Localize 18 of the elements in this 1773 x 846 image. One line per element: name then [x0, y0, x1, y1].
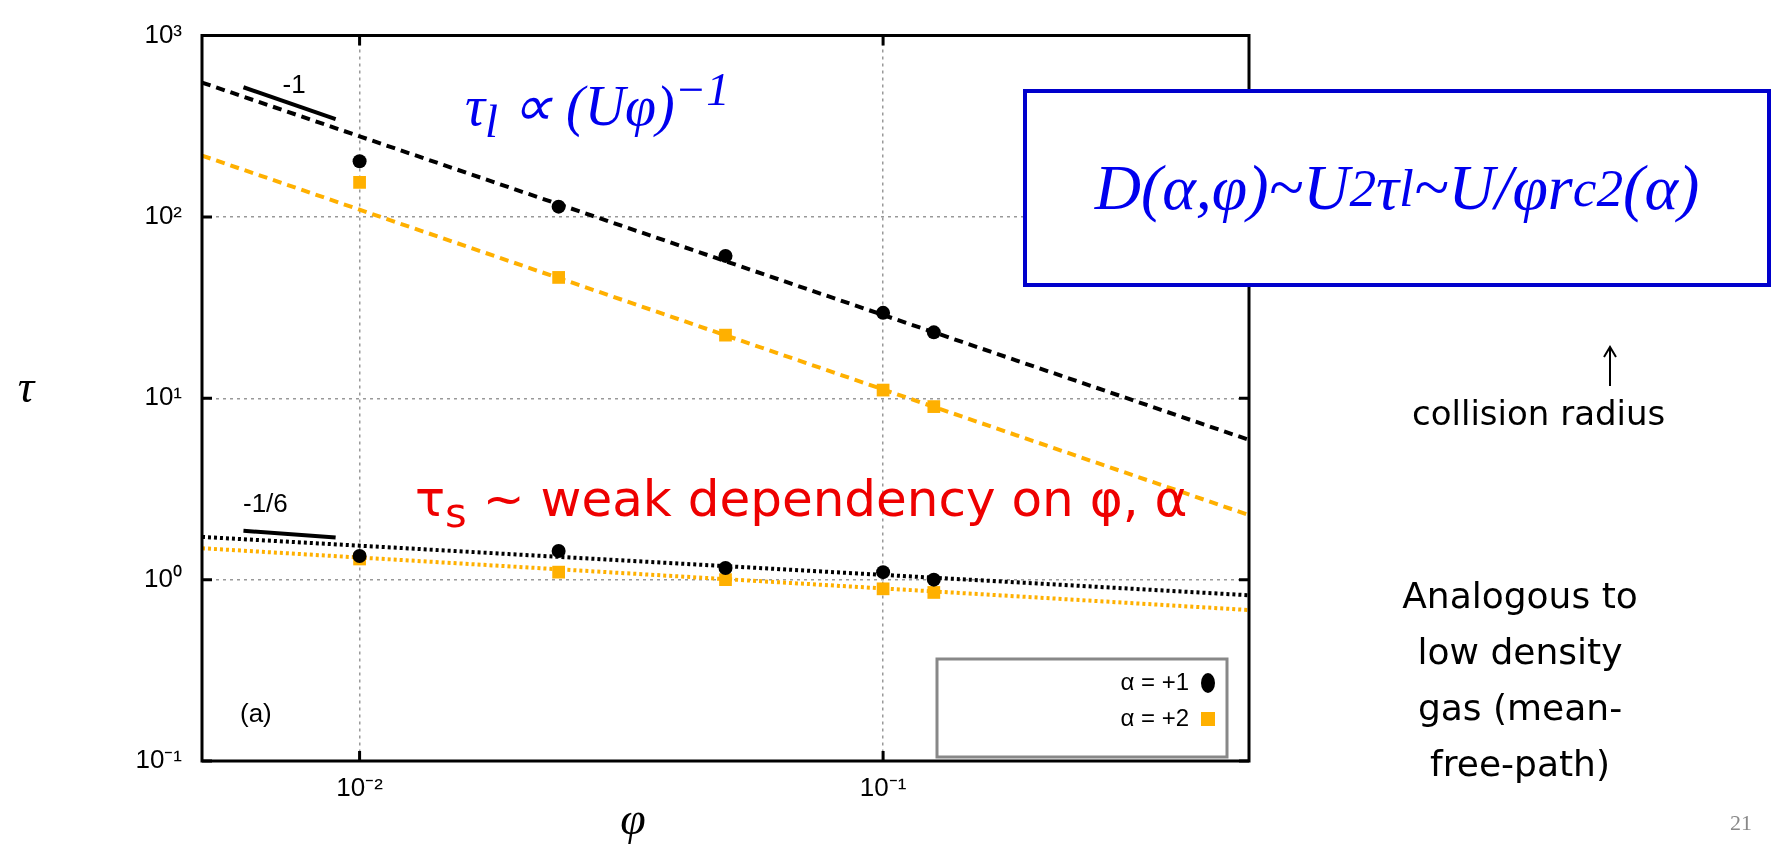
x-axis-title: φ	[620, 791, 646, 845]
annotation: (a)	[240, 698, 272, 729]
annotation: τ$_{l}$ ∝ (Uφ)$^{−1}$	[465, 62, 730, 148]
text: Analogous to low density gas (mean-free-path)	[1401, 574, 1639, 786]
annotation: τ$_{s}$ ~ weak dependency on φ, α	[415, 470, 1188, 537]
y-tick-label: 10¹	[144, 381, 183, 412]
text: 21	[1730, 810, 1752, 836]
y-tick-label: 10⁰	[144, 562, 182, 593]
text: collision radius	[1412, 393, 1666, 433]
annotation: -1	[282, 68, 306, 99]
y-tick-label: 10³	[144, 18, 183, 49]
y-axis-title: τ	[17, 359, 35, 413]
y-tick-label: 10⁻¹	[135, 744, 183, 775]
annotation: -1/6	[243, 488, 288, 519]
legend-label: α = +1	[1120, 667, 1189, 695]
legend-label: α = +2	[1120, 703, 1189, 731]
x-tick-label: 10⁻²	[336, 771, 384, 802]
y-tick-label: 10²	[144, 200, 183, 231]
